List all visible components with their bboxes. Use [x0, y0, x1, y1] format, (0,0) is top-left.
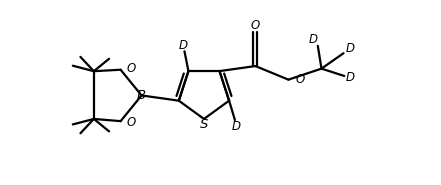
- Text: O: O: [126, 62, 135, 75]
- Text: D: D: [346, 71, 355, 84]
- Text: S: S: [200, 118, 208, 131]
- Text: D: D: [309, 33, 318, 46]
- Text: O: O: [126, 116, 135, 129]
- Text: D: D: [345, 42, 354, 55]
- Text: O: O: [251, 19, 260, 32]
- Text: D: D: [232, 120, 241, 133]
- Text: O: O: [295, 73, 304, 86]
- Text: B: B: [137, 89, 146, 102]
- Text: D: D: [179, 38, 187, 52]
